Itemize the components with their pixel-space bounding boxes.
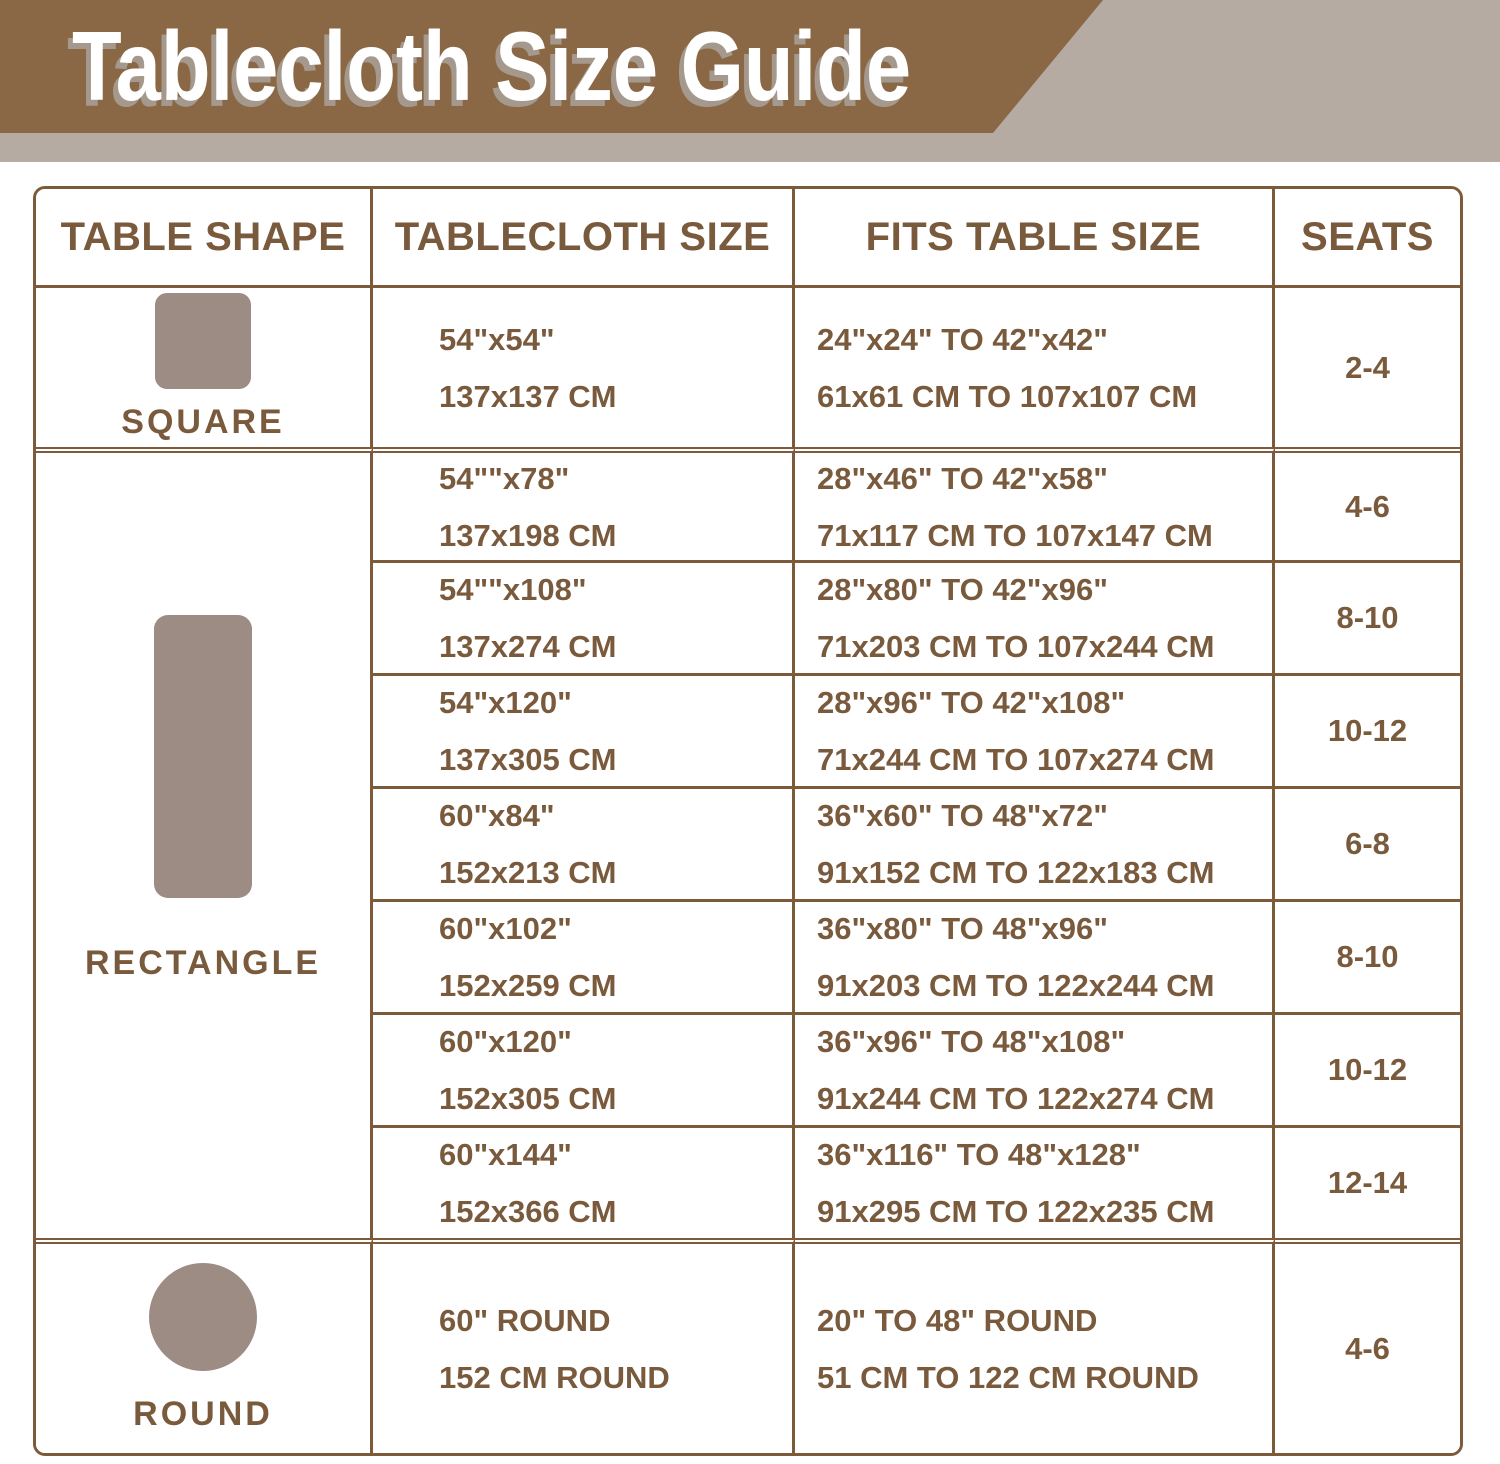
square-icon	[155, 293, 251, 389]
circle-icon	[149, 1263, 257, 1371]
fits-table-size-cell: 28"x80" TO 42"x96" 71x203 CM TO 107x244 …	[795, 560, 1275, 673]
shape-cell-rectangle: RECTANGLE	[36, 447, 373, 1238]
fits-table-size-cell: 28"x46" TO 42"x58" 71x117 CM TO 107x147 …	[795, 447, 1275, 560]
column-header-table-shape: TABLE SHAPE	[36, 189, 373, 285]
tablecloth-size-cm: 152x305 CM	[439, 1081, 617, 1116]
tablecloth-size-cm: 152x366 CM	[439, 1194, 617, 1229]
fits-size-inches: 28"x46" TO 42"x58"	[817, 460, 1108, 496]
fits-size-cm: 71x203 CM TO 107x244 CM	[817, 629, 1215, 664]
shape-label-square: SQUARE	[121, 403, 285, 441]
seats-value: 4-6	[1345, 1330, 1390, 1366]
seats-value: 10-12	[1327, 713, 1408, 748]
fits-size-cm: 71x244 CM TO 107x274 CM	[817, 742, 1215, 777]
fits-table-size-cell: 24"x24" TO 42"x42" 61x61 CM TO 107x107 C…	[795, 285, 1275, 447]
tablecloth-size-cell: 54""x78" 137x198 CM	[373, 447, 795, 560]
fits-size-inches: 36"x116" TO 48"x128"	[817, 1137, 1141, 1172]
seats-cell: 8-10	[1275, 899, 1460, 1012]
tablecloth-size-inches: 60"x102"	[439, 911, 572, 946]
tablecloth-size-cell: 54""x108" 137x274 CM	[373, 560, 795, 673]
seats-value: 4-6	[1345, 488, 1390, 524]
tablecloth-size-cm: 152x259 CM	[439, 968, 617, 1003]
tablecloth-size-inches: 60" ROUND	[439, 1302, 611, 1338]
fits-table-size-cell: 36"x60" TO 48"x72" 91x152 CM TO 122x183 …	[795, 786, 1275, 899]
fits-size-inches: 28"x96" TO 42"x108"	[817, 685, 1126, 720]
header-banner: Tablecloth Size Guide	[0, 0, 1500, 162]
shape-label-round: ROUND	[133, 1395, 273, 1433]
size-guide-table: TABLE SHAPE TABLECLOTH SIZE FITS TABLE S…	[33, 186, 1463, 1456]
tablecloth-size-cm: 137x198 CM	[439, 517, 617, 553]
fits-size-cm: 71x117 CM TO 107x147 CM	[817, 517, 1213, 553]
seats-cell: 10-12	[1275, 1012, 1460, 1125]
shape-label-rectangle: RECTANGLE	[84, 943, 322, 982]
tablecloth-size-cm: 152 CM ROUND	[439, 1359, 670, 1395]
shape-cell-round: ROUND	[36, 1238, 373, 1453]
tablecloth-size-cell: 60"x84" 152x213 CM	[373, 786, 795, 899]
fits-size-cm: 51 CM TO 122 CM ROUND	[817, 1359, 1199, 1395]
fits-table-size-cell: 28"x96" TO 42"x108" 71x244 CM TO 107x274…	[795, 673, 1275, 786]
shape-cell-square: SQUARE	[36, 285, 373, 447]
seats-cell: 10-12	[1275, 673, 1460, 786]
tablecloth-size-inches: 54""x108"	[439, 572, 587, 607]
tablecloth-size-cell: 54"x54" 137x137 CM	[373, 285, 795, 447]
fits-size-cm: 91x295 CM TO 122x235 CM	[817, 1194, 1215, 1229]
fits-size-cm: 61x61 CM TO 107x107 CM	[817, 378, 1198, 414]
tablecloth-size-cell: 60" ROUND 152 CM ROUND	[373, 1238, 795, 1453]
tablecloth-size-inches: 60"x84"	[439, 798, 555, 833]
fits-size-inches: 24"x24" TO 42"x42"	[817, 321, 1108, 357]
column-header-tablecloth-size: TABLECLOTH SIZE	[373, 189, 795, 285]
tablecloth-size-inches: 54""x78"	[439, 460, 570, 496]
seats-cell: 12-14	[1275, 1125, 1460, 1238]
fits-table-size-cell: 20" TO 48" ROUND 51 CM TO 122 CM ROUND	[795, 1238, 1275, 1453]
fits-size-inches: 36"x80" TO 48"x96"	[817, 911, 1108, 946]
tablecloth-size-inches: 54"x120"	[439, 685, 572, 720]
fits-size-cm: 91x244 CM TO 122x274 CM	[817, 1081, 1215, 1116]
fits-table-size-cell: 36"x80" TO 48"x96" 91x203 CM TO 122x244 …	[795, 899, 1275, 1012]
seats-cell: 8-10	[1275, 560, 1460, 673]
seats-cell: 4-6	[1275, 447, 1460, 560]
seats-value: 8-10	[1336, 600, 1399, 635]
fits-size-cm: 91x152 CM TO 122x183 CM	[817, 855, 1215, 890]
fits-size-inches: 28"x80" TO 42"x96"	[817, 572, 1108, 607]
tablecloth-size-cell: 60"x102" 152x259 CM	[373, 899, 795, 1012]
rectangle-icon	[154, 614, 252, 898]
fits-size-inches: 20" TO 48" ROUND	[817, 1302, 1098, 1338]
seats-value: 6-8	[1345, 826, 1390, 861]
fits-size-cm: 91x203 CM TO 122x244 CM	[817, 968, 1215, 1003]
seats-value: 12-14	[1327, 1165, 1408, 1200]
seats-value: 2-4	[1345, 349, 1390, 385]
banner-brown-ribbon	[0, 0, 1103, 133]
fits-table-size-cell: 36"x116" TO 48"x128" 91x295 CM TO 122x23…	[795, 1125, 1275, 1238]
tablecloth-size-cm: 137x305 CM	[439, 742, 617, 777]
seats-value: 10-12	[1327, 1052, 1408, 1087]
tablecloth-size-cm: 137x274 CM	[439, 629, 617, 664]
seats-cell: 6-8	[1275, 786, 1460, 899]
seats-cell: 4-6	[1275, 1238, 1460, 1453]
fits-table-size-cell: 36"x96" TO 48"x108" 91x244 CM TO 122x274…	[795, 1012, 1275, 1125]
tablecloth-size-inches: 60"x120"	[439, 1024, 572, 1059]
seats-value: 8-10	[1336, 939, 1399, 974]
tablecloth-size-inches: 54"x54"	[439, 321, 555, 357]
tablecloth-size-cell: 60"x120" 152x305 CM	[373, 1012, 795, 1125]
fits-size-inches: 36"x60" TO 48"x72"	[817, 798, 1108, 833]
tablecloth-size-cell: 54"x120" 137x305 CM	[373, 673, 795, 786]
tablecloth-size-cm: 152x213 CM	[439, 855, 617, 890]
page-title: Tablecloth Size Guide	[72, 11, 912, 121]
column-header-seats: SEATS	[1275, 189, 1460, 285]
tablecloth-size-cm: 137x137 CM	[439, 378, 617, 414]
column-header-fits-table-size: FITS TABLE SIZE	[795, 189, 1275, 285]
tablecloth-size-cell: 60"x144" 152x366 CM	[373, 1125, 795, 1238]
tablecloth-size-inches: 60"x144"	[439, 1137, 572, 1172]
seats-cell: 2-4	[1275, 285, 1460, 447]
fits-size-inches: 36"x96" TO 48"x108"	[817, 1024, 1126, 1059]
